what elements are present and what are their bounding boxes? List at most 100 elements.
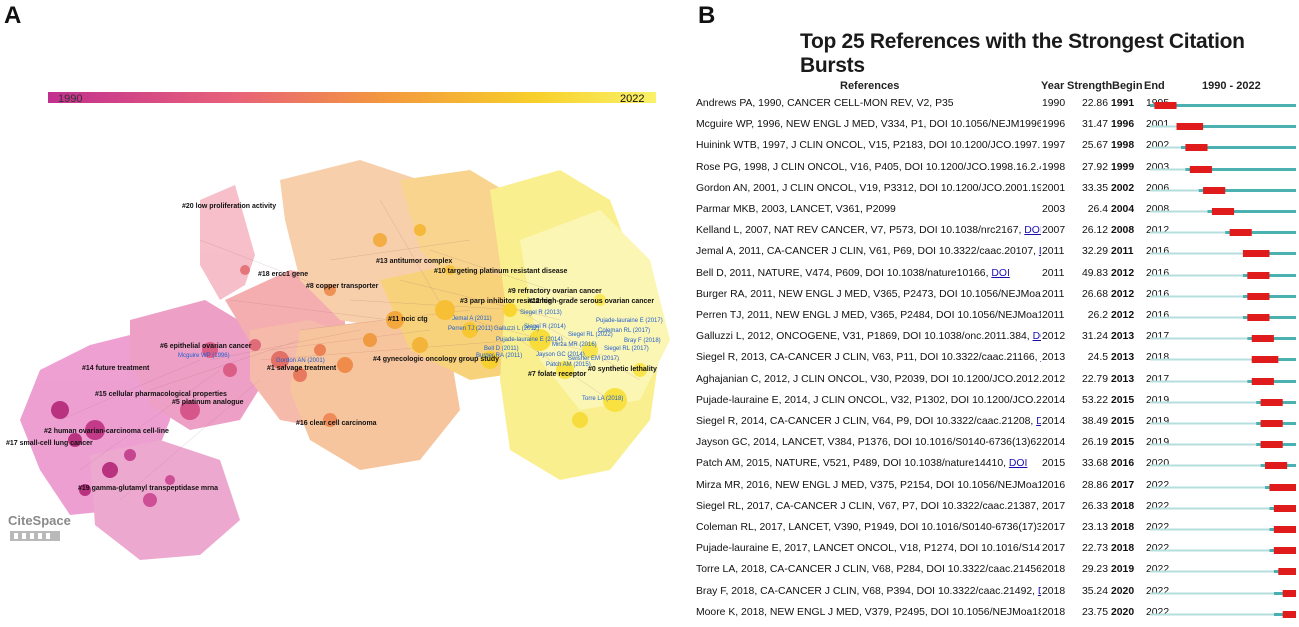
- burst-timeline: [1150, 123, 1296, 131]
- burst-bar: [1260, 420, 1283, 427]
- begin-cell: 1991: [1111, 98, 1135, 109]
- burst-timeline: [1150, 250, 1296, 258]
- year-cell: 2014: [1042, 437, 1066, 449]
- burst-timeline: [1150, 144, 1296, 152]
- timeline-before-publication: [1150, 549, 1270, 552]
- burst-row: Pujade-lauraine E, 2017, LANCET ONCOL, V…: [690, 540, 1299, 561]
- end-cell: 2016: [1146, 246, 1170, 258]
- strength-cell: 23.13: [1081, 522, 1108, 533]
- panel-a-letter: A: [4, 2, 22, 29]
- strength-cell: 29.23: [1081, 564, 1108, 576]
- legend-start-label: 1990: [58, 93, 82, 105]
- cluster-label-10: #10 targeting platinum resistant disease: [434, 268, 568, 275]
- year-cell: 2011: [1042, 288, 1065, 300]
- timeline-active: [1242, 273, 1296, 277]
- cluster-label-9: #9 refractory ovarian cancer: [508, 288, 602, 295]
- strength-cell: 38.49: [1081, 416, 1108, 427]
- reference-text: Siegel R, 2014, CA-CANCER J CLIN, V64, P…: [696, 416, 1034, 427]
- reference-text: Torre LA, 2018, CA-CANCER J CLIN, V68, P…: [696, 564, 1041, 576]
- begin-cell: 2013: [1111, 352, 1135, 364]
- node-label: Gordon AN (2001): [276, 358, 325, 364]
- reference-text: Pujade-lauraine E, 2017, LANCET ONCOL, V…: [696, 543, 1041, 555]
- reference-text: Rose PG, 1998, J CLIN ONCOL, V16, P405, …: [696, 161, 1041, 173]
- burst-bar: [1203, 186, 1226, 194]
- node-label: Burger RA (2011): [476, 353, 522, 359]
- begin-cell: 2004: [1111, 204, 1135, 215]
- burst-timeline: [1150, 398, 1296, 406]
- reference-text: Gordon AN, 2001, J CLIN ONCOL, V19, P331…: [696, 182, 1041, 194]
- burst-bar: [1260, 398, 1283, 406]
- doi-link[interactable]: DOI: [1039, 246, 1041, 257]
- doi-link[interactable]: DOI: [1032, 331, 1041, 343]
- burst-timeline: [1150, 483, 1296, 491]
- burst-bar: [1229, 229, 1252, 237]
- burst-bar: [1185, 144, 1208, 152]
- cluster-label-1: #1 salvage treatment: [267, 365, 337, 372]
- strength-cell: 53.22: [1081, 394, 1108, 406]
- cluster-label-2: #2 human ovarian-carcinoma cell-line: [44, 428, 169, 435]
- timeline-before-publication: [1150, 613, 1274, 616]
- strength-cell: 26.33: [1081, 500, 1108, 512]
- burst-row: Mcguire WP, 1996, NEW ENGL J MED, V334, …: [690, 116, 1299, 137]
- timeline-active: [1242, 316, 1296, 319]
- doi-link[interactable]: DOI: [1008, 458, 1028, 470]
- reference-cell: Siegel R, 2014, CA-CANCER J CLIN, V64, P…: [696, 416, 1041, 427]
- timeline-before-publication: [1150, 125, 1177, 128]
- doi-link[interactable]: DOI: [1024, 225, 1041, 237]
- burst-row: Siegel R, 2013, CA-CANCER J CLIN, V63, P…: [690, 349, 1299, 370]
- burst-timeline: [1150, 589, 1296, 597]
- burst-bar: [1251, 356, 1279, 364]
- burst-row: Mirza MR, 2016, NEW ENGL J MED, V375, P2…: [690, 477, 1299, 498]
- node-labels: Jemal A (2011) Perren TJ (2011) Galluzzi…: [178, 310, 663, 402]
- end-cell: 2022: [1146, 606, 1170, 618]
- end-cell: 2022: [1146, 543, 1170, 555]
- reference-cell: Siegel R, 2013, CA-CANCER J CLIN, V63, P…: [696, 352, 1041, 363]
- strength-cell: 23.75: [1081, 606, 1108, 618]
- begin-cell: 2012: [1111, 310, 1135, 321]
- cluster-label-5: #5 platinum analogue: [172, 399, 244, 406]
- burst-row: Bell D, 2011, NATURE, V474, P609, DOI 10…: [690, 265, 1299, 286]
- reference-text: Jayson GC, 2014, LANCET, V384, P1376, DO…: [696, 437, 1041, 449]
- strength-cell: 26.4: [1087, 204, 1108, 215]
- timeline-before-publication: [1150, 274, 1243, 277]
- reference-cell: Bray F, 2018, CA-CANCER J CLIN, V68, P39…: [696, 586, 1041, 597]
- doi-link[interactable]: DOI: [1036, 416, 1041, 427]
- doi-link[interactable]: DOI: [991, 267, 1010, 279]
- burst-bar: [1242, 250, 1270, 258]
- burst-timeline: [1150, 208, 1296, 215]
- hull-pink-low: [90, 440, 240, 560]
- timeline-active: [1242, 294, 1296, 298]
- node-label: Pujade-lauraine E (2017): [596, 318, 663, 324]
- strength-cell: 49.83: [1081, 267, 1108, 279]
- year-cell: 2011: [1042, 246, 1065, 258]
- cluster-label-7: #7 folate receptor: [528, 371, 587, 378]
- begin-cell: 2011: [1111, 246, 1134, 258]
- year-cell: 1998: [1042, 161, 1066, 173]
- timeline-before-publication: [1150, 507, 1270, 510]
- begin-cell: 1998: [1111, 140, 1135, 152]
- burst-bar: [1247, 314, 1270, 321]
- burst-bar: [1260, 441, 1283, 449]
- burst-bar: [1189, 165, 1212, 173]
- network-nodes: [51, 224, 647, 507]
- burst-bar: [1269, 483, 1296, 491]
- node-label: Jemal A (2011): [452, 316, 492, 322]
- header-end: End: [1144, 80, 1165, 92]
- node-label: Pujade-lauraine E (2014): [496, 337, 563, 343]
- end-cell: 2022: [1146, 564, 1170, 576]
- year-cell: 2017: [1042, 500, 1066, 512]
- strength-cell: 28.86: [1081, 479, 1108, 491]
- reference-text: Parmar MKB, 2003, LANCET, V361, P2099: [696, 204, 896, 215]
- cluster-label-6: #6 epithelial ovarian cancer: [160, 343, 252, 350]
- burst-row: Siegel R, 2014, CA-CANCER J CLIN, V64, P…: [690, 413, 1299, 434]
- node-label: Mirza MR (2016): [552, 342, 597, 348]
- burst-row: Rose PG, 1998, J CLIN ONCOL, V16, P405, …: [690, 159, 1299, 180]
- reference-cell: Gordon AN, 2001, J CLIN ONCOL, V19, P331…: [696, 183, 1041, 194]
- doi-link[interactable]: DOI: [1040, 352, 1041, 363]
- header-year: Year: [1041, 80, 1065, 92]
- cluster-label-15: #15 cellular pharmacological properties: [95, 391, 227, 398]
- doi-link[interactable]: DOI: [1038, 586, 1041, 597]
- cluster-label-12: #12 high-grade serous ovarian cancer: [528, 298, 654, 305]
- reference-cell: Patch AM, 2015, NATURE, V521, P489, DOI …: [696, 458, 1041, 469]
- cluster-label-8: #8 copper transporter: [306, 283, 379, 290]
